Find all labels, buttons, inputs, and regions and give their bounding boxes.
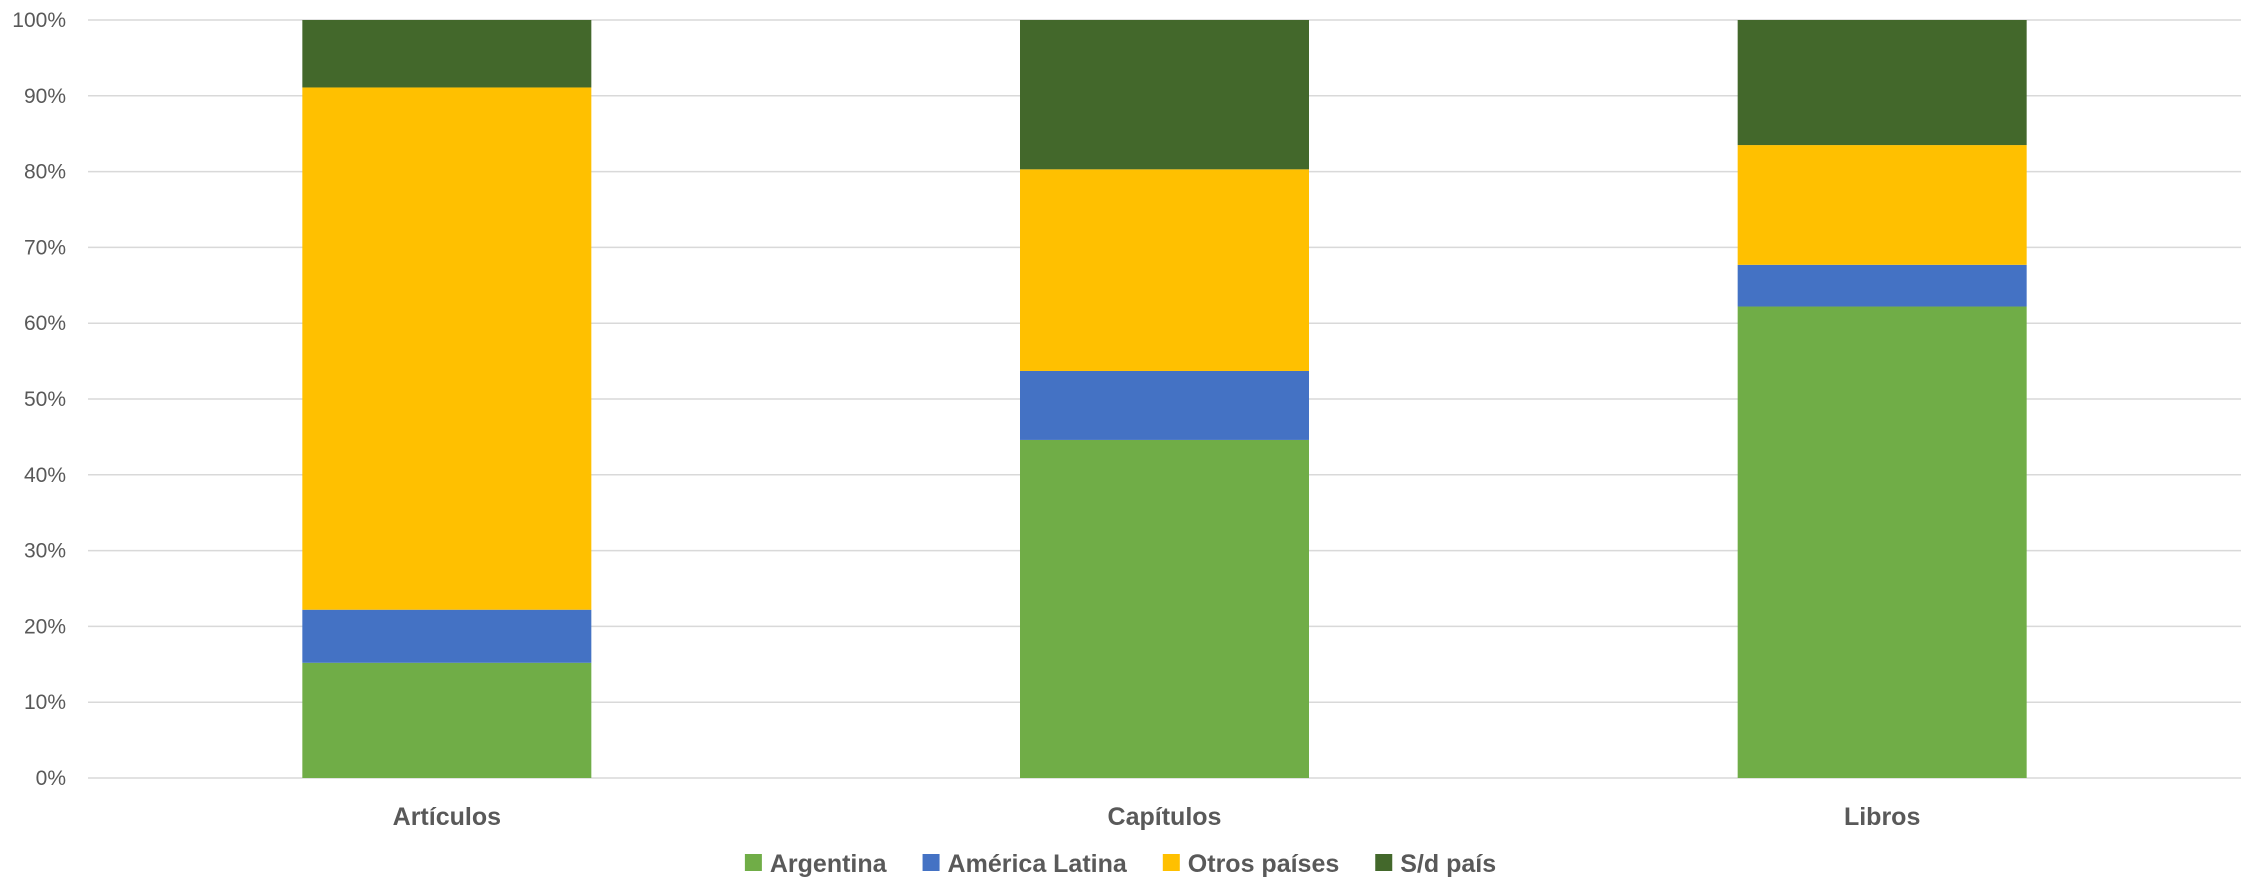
legend-swatch [923,854,940,871]
y-tick-label: 100% [12,9,66,32]
bar-segment [1738,265,2027,307]
bar-segment [302,663,591,778]
legend-label: Otros países [1188,850,1339,878]
y-tick-label: 30% [24,540,66,563]
legend-item: América Latina [923,850,1128,878]
x-category-label: Libros [1844,803,1920,831]
bar-segment [1020,20,1309,169]
x-category-label: Artículos [393,803,501,831]
bar-segment [302,610,591,663]
bar-segment [302,87,591,609]
legend: Argentina América Latina Otros países S/d p… [745,850,1496,878]
legend-swatch [1375,854,1392,871]
legend-item: Argentina [745,850,888,878]
y-axis: 0% 10% 20% 30% 40% 50% 60% 70% 80% 90% 100% [12,9,66,790]
y-tick-label: 40% [24,464,66,487]
legend-item: S/d país [1375,850,1496,878]
bars [302,20,2026,778]
bar-segment [1020,440,1309,778]
y-tick-label: 60% [24,312,66,335]
legend-swatch [1163,854,1180,871]
legend-label: Argentina [770,850,888,878]
bar-segment [1738,307,2027,778]
bar-segment [1020,169,1309,371]
y-tick-label: 50% [24,388,66,411]
legend-swatch [745,854,762,871]
bar-segment [302,20,591,87]
y-tick-label: 90% [24,85,66,108]
y-tick-label: 10% [24,691,66,714]
legend-label: América Latina [948,850,1128,878]
legend-label: S/d país [1400,850,1496,878]
bar-segment [1738,20,2027,145]
y-tick-label: 80% [24,161,66,184]
y-tick-label: 0% [36,767,66,790]
y-tick-label: 20% [24,615,66,638]
legend-item: Otros países [1163,850,1339,878]
x-axis: Artículos Capítulos Libros [393,803,1921,831]
bar-segment [1020,371,1309,440]
bar-segment [1738,145,2027,265]
x-category-label: Capítulos [1108,803,1222,831]
y-tick-label: 70% [24,236,66,259]
